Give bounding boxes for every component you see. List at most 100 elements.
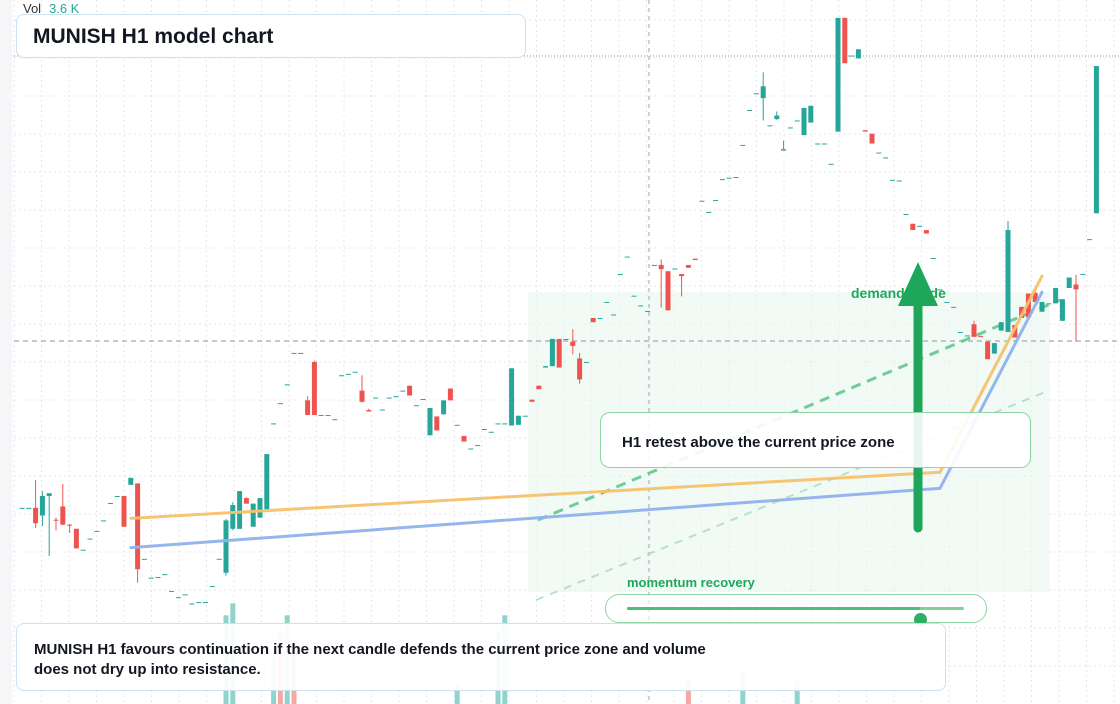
candle-body <box>1039 301 1045 312</box>
candle-body <box>141 558 147 560</box>
candle-body <box>645 311 651 313</box>
candle-body <box>318 415 324 417</box>
candle-body <box>821 143 827 145</box>
candle-body <box>434 416 440 431</box>
candle-body <box>189 603 195 605</box>
candle-body <box>617 274 623 276</box>
candle-body <box>509 368 515 426</box>
candle-body <box>475 445 481 447</box>
candle-body <box>903 214 909 216</box>
candle-body <box>46 493 52 496</box>
candle-body <box>420 398 426 400</box>
analysis-note-text: MUNISH H1 favours continuation if the ne… <box>34 641 706 678</box>
guide-trendline <box>537 298 1061 522</box>
candle-body <box>73 528 79 549</box>
analysis-note: MUNISH H1 favours continuation if the ne… <box>16 623 946 691</box>
candle-body <box>39 495 45 516</box>
candle-body <box>121 495 127 527</box>
momentum-label: momentum recovery <box>627 575 755 590</box>
momentum-slider-knob[interactable] <box>914 613 928 626</box>
demand-guide-label: demand guide <box>851 285 946 301</box>
candle-body <box>747 110 753 112</box>
candle-body <box>366 410 372 412</box>
candle-body <box>624 256 630 258</box>
candle-body <box>196 602 202 604</box>
guide-trendline-secondary <box>535 389 1051 601</box>
candle-body <box>230 505 236 529</box>
candle-body <box>774 115 780 120</box>
candle-body <box>658 264 664 270</box>
candle-body <box>964 335 970 337</box>
candle-body <box>679 274 685 277</box>
candle-body <box>481 428 487 430</box>
candle-body <box>549 338 555 367</box>
candle-body <box>923 230 929 234</box>
candle-body <box>869 133 875 144</box>
candle-body <box>944 301 950 303</box>
candle-body <box>515 415 521 425</box>
retest-callout: H1 retest above the current price zone <box>600 412 1031 468</box>
candle-body <box>271 423 277 425</box>
title-card: MUNISH H1 model chart <box>16 14 526 58</box>
candle-body <box>522 415 528 417</box>
candle-body <box>400 390 406 392</box>
candle-body <box>991 343 997 354</box>
candle-body <box>352 371 358 373</box>
candle-body <box>26 507 32 509</box>
retest-callout-text: H1 retest above the current price zone <box>622 434 895 451</box>
candle-body <box>998 322 1004 331</box>
candle-body <box>386 397 392 399</box>
candle-body <box>917 225 923 227</box>
candle-body <box>243 498 249 504</box>
candle-body <box>461 435 467 442</box>
candle-body <box>937 289 943 291</box>
candle-body <box>114 495 120 497</box>
candle-body <box>332 419 338 421</box>
candle-body <box>685 264 691 268</box>
candle-body <box>298 352 304 354</box>
momentum-slider[interactable] <box>605 594 987 626</box>
candle-body <box>1087 239 1093 241</box>
candle-body <box>488 431 494 433</box>
candle-body <box>468 448 474 450</box>
left-edge-strip <box>0 0 12 704</box>
candle-body <box>1073 284 1079 290</box>
momentum-slider-track[interactable] <box>627 607 964 626</box>
candle-body <box>345 373 351 375</box>
candle-body <box>413 405 419 407</box>
candle-body <box>692 258 698 261</box>
volume-bar <box>794 681 800 704</box>
candle-body <box>216 558 222 560</box>
candle-body <box>583 361 589 363</box>
candle-body <box>651 264 657 266</box>
candle-body <box>794 120 800 122</box>
candle-body <box>706 211 712 213</box>
candle-body <box>19 507 25 509</box>
candle-body <box>257 498 263 518</box>
candle-body <box>638 305 644 307</box>
candle-body <box>264 454 270 510</box>
candle-body <box>713 200 719 202</box>
candle-body <box>1053 287 1059 304</box>
candle-body <box>767 125 773 127</box>
volume-value: 3.6 K <box>49 1 80 16</box>
candle-body <box>896 180 902 182</box>
candle-body <box>563 338 569 340</box>
candle-body <box>135 483 141 570</box>
candle-body <box>849 55 855 57</box>
candle-body <box>60 506 66 525</box>
candle-body <box>577 358 583 380</box>
candle-body <box>169 590 175 592</box>
candle-body <box>536 385 542 390</box>
candle-body <box>719 179 725 181</box>
candle-body <box>162 574 168 576</box>
moving-average-slow <box>129 290 1044 550</box>
candle-body <box>590 318 596 323</box>
candle-body <box>978 336 984 338</box>
candle-body <box>33 507 39 524</box>
candle-body <box>985 341 991 360</box>
candle-body <box>957 331 963 333</box>
candle-body <box>760 86 766 99</box>
candle-body <box>447 388 453 401</box>
